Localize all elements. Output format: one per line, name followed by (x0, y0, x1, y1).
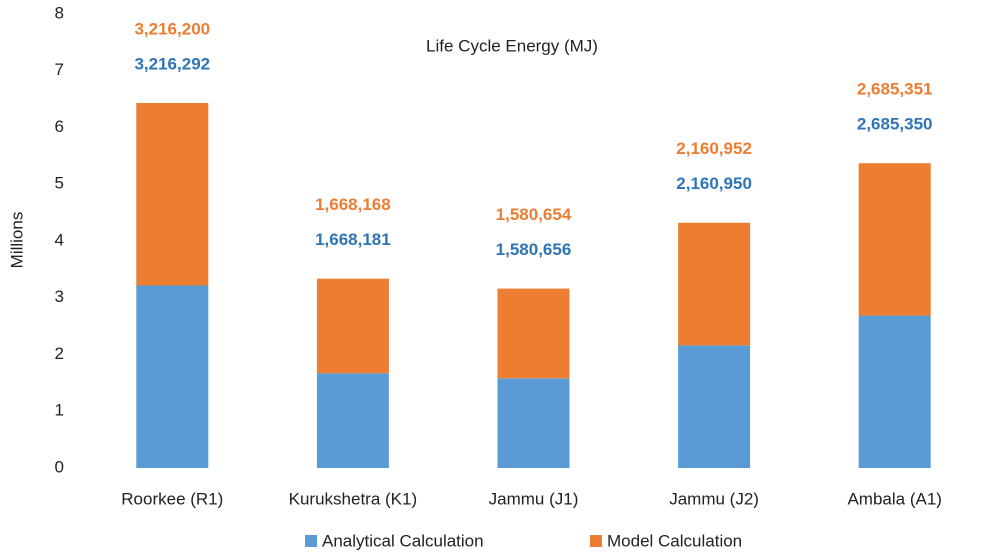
y-tick-label: 5 (55, 174, 64, 193)
x-tick-label: Jammu (J2) (669, 489, 759, 508)
data-label: 2,160,952 (676, 139, 752, 158)
legend-label: Analytical Calculation (322, 531, 484, 550)
data-label: 2,685,351 (857, 80, 933, 99)
data-label: 2,160,950 (676, 174, 752, 193)
y-tick-label: 4 (55, 230, 64, 249)
y-tick-label: 2 (55, 344, 64, 363)
data-label: 3,216,292 (134, 54, 210, 73)
legend-swatch (590, 535, 602, 547)
y-axis-label: Millions (7, 212, 26, 269)
bar-segment (858, 163, 931, 316)
x-tick-label: Ambala (A1) (847, 489, 941, 508)
y-tick-label: 7 (55, 60, 64, 79)
y-tick-label: 3 (55, 287, 64, 306)
y-tick-label: 1 (55, 401, 64, 420)
data-label: 1,580,654 (496, 205, 572, 224)
data-label: 2,685,350 (857, 115, 933, 134)
bar-segment (316, 278, 389, 374)
bar-segment (678, 222, 751, 346)
y-tick-label: 6 (55, 117, 64, 136)
y-tick-label: 0 (55, 457, 64, 476)
bar-segment (136, 285, 209, 468)
bar-segment (858, 315, 931, 468)
data-label: 1,668,181 (315, 230, 391, 249)
legend-swatch (305, 535, 317, 547)
data-label: 1,668,168 (315, 195, 391, 214)
x-tick-label: Kurukshetra (K1) (289, 489, 418, 508)
bar-segment (136, 102, 209, 286)
bar-segment (678, 345, 751, 468)
x-tick-label: Roorkee (R1) (121, 489, 223, 508)
bar-segment (497, 288, 570, 379)
bar-segment (316, 373, 389, 468)
data-label: 3,216,200 (134, 19, 210, 38)
data-label: 1,580,656 (496, 240, 572, 259)
bar-segment (497, 378, 570, 468)
x-tick-label: Jammu (J1) (489, 489, 579, 508)
y-tick-label: 8 (55, 3, 64, 22)
chart-title: Life Cycle Energy (MJ) (426, 36, 598, 55)
legend-label: Model Calculation (607, 531, 742, 550)
